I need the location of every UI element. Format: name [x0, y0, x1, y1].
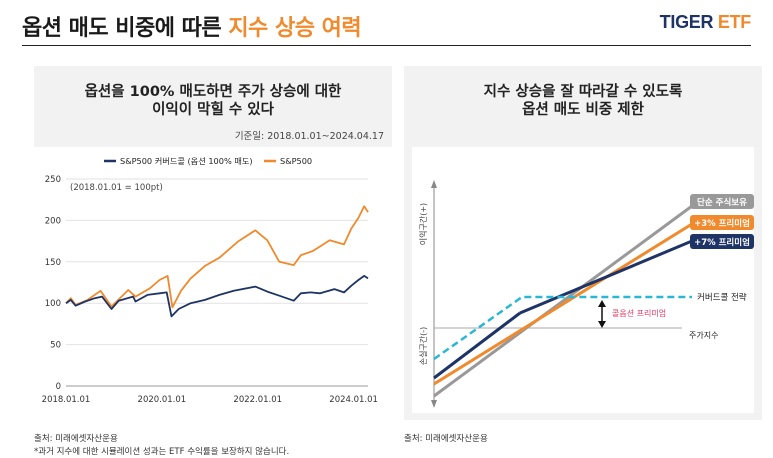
left-chart-panel: 옵션을 100% 매도하면 주가 상승에 대한 이익이 막힐 수 있다 기준일:…	[34, 66, 392, 420]
chart-series-lines	[65, 205, 369, 318]
y-tick-label-100: 100	[45, 299, 61, 309]
series-line-sp500	[65, 205, 369, 309]
label-box-3pct	[690, 215, 754, 230]
left-footnote: *과거 지수에 대한 시뮬레이션 성과는 ETF 수익률을 보장하지 않습니다.	[34, 447, 290, 457]
left-source: 출처: 미래에셋자산운용	[34, 434, 118, 444]
y-axis-arrow-up-icon	[431, 180, 437, 188]
header-divider	[22, 45, 751, 46]
line-7pct-premium-segment2	[519, 239, 693, 315]
x-tick-label-2022: 2022.01.01	[233, 395, 282, 405]
y-tick-label-250: 250	[45, 175, 61, 185]
premium-arrow-up-icon	[598, 300, 606, 307]
logo-etf-text: ETF	[717, 12, 751, 32]
covered-call-line-chart: 0 50 100 150 200 250 2018.01.01 2020.01.01 2022…	[34, 147, 392, 420]
label-3pct-premium: +3% 프리미엄	[694, 218, 750, 229]
line-plain-holding	[433, 204, 693, 398]
line-7pct-premium-segment1	[433, 311, 521, 380]
right-panel-title-line1: 지수 상승을 잘 따라갈 수 있도록	[483, 84, 683, 100]
x-tick-label-2020: 2020.01.01	[138, 395, 187, 405]
y-axis-arrow-down-icon	[431, 400, 437, 408]
y-tick-label-50: 50	[50, 341, 61, 351]
left-panel-title-line1: 옵션을 100% 매도하면 주가 상승에 대한	[84, 84, 342, 100]
x-tick-label-2018: 2018.01.01	[42, 395, 91, 405]
label-box-plain-holding	[690, 194, 754, 209]
tiger-etf-logo: TIGER ETF	[659, 12, 752, 33]
left-panel-title-line2: 이익이 막힐 수 있다	[152, 102, 274, 118]
series-line-covered-call	[65, 274, 369, 318]
page-title-highlight: 지수 상승 여력	[228, 16, 362, 41]
legend-sp500-label: S&P500	[280, 156, 312, 166]
chart-legend: S&P500 커버드콜 (옵션 100% 매도) S&P500	[104, 156, 312, 166]
page-title-main: 옵션 매도 비중에 따른	[22, 16, 222, 41]
premium-arrow-down-icon	[598, 321, 606, 328]
y-axis-top-label: 이익구간(+)	[418, 203, 428, 245]
line-3pct-premium	[433, 222, 693, 386]
right-panel-title-line2: 옵션 매도 비중 제한	[522, 102, 644, 118]
y-tick-label-0: 0	[56, 382, 61, 392]
logo-tiger-text: TIGER	[659, 12, 714, 32]
x-tick-labels: 2018.01.01 2020.01.01 2022.01.01 2024.01.01	[42, 395, 378, 405]
y-tick-label-200: 200	[45, 216, 61, 226]
y-axis-bottom-label: 손실구간(-)	[418, 327, 428, 366]
x-axis-label: 주가지수	[689, 331, 718, 340]
right-source: 출처: 미래에셋자산운용	[404, 434, 488, 444]
x-tick-label-2024: 2024.01.01	[329, 395, 378, 405]
date-note: 기준일: 2018.01.01~2024.04.17	[234, 131, 384, 142]
label-box-7pct	[690, 234, 754, 249]
payoff-diagram: 이익구간(+) 손실구간(-) 주가지수 콜옵션 프리미엄 단순 주식보유 +3…	[412, 147, 754, 413]
legend-covered-call-label: S&P500 커버드콜 (옵션 100% 매도)	[120, 156, 253, 166]
base-annotation: (2018.01.01 = 100pt)	[70, 183, 163, 193]
label-7pct-premium: +7% 프리미엄	[694, 237, 750, 248]
premium-annotation: 콜옵션 프리미엄	[612, 308, 666, 318]
page-title: 옵션 매도 비중에 따른 지수 상승 여력	[22, 10, 362, 42]
line-covered-call	[433, 295, 692, 361]
chart-plot-background	[34, 147, 392, 420]
label-covered-call: 커버드콜 전략	[697, 292, 747, 303]
y-tick-label-150: 150	[45, 258, 61, 268]
right-diagram-panel: 지수 상승을 잘 따라갈 수 있도록 옵션 매도 비중 제한 이익구간(+) 손…	[404, 66, 762, 420]
label-plain-holding: 단순 주식보유	[697, 197, 747, 208]
y-tick-labels: 0 50 100 150 200 250	[45, 175, 61, 392]
